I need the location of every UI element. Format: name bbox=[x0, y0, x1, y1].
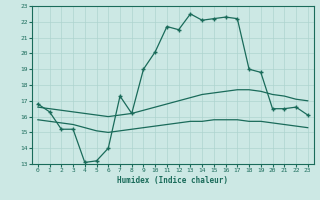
X-axis label: Humidex (Indice chaleur): Humidex (Indice chaleur) bbox=[117, 176, 228, 185]
